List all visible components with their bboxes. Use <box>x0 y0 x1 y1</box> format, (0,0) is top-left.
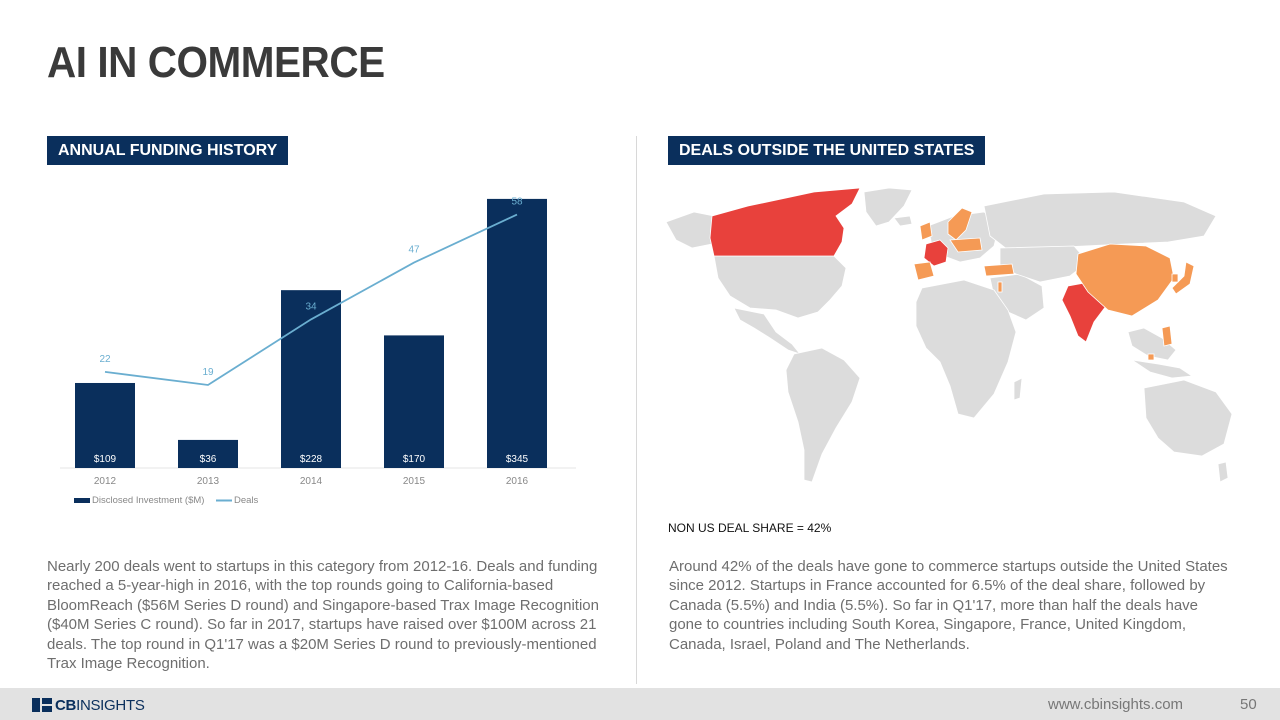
usa-shape <box>713 255 847 319</box>
bar-2016 <box>487 198 547 468</box>
bar-label-2014: $228 <box>300 454 323 465</box>
greenland-shape <box>863 187 913 227</box>
spain-shape <box>913 261 935 281</box>
footer: CBINSIGHTS www.cbinsights.com 50 <box>0 688 1280 720</box>
southeast-asia-shape <box>1127 327 1177 361</box>
cb-insights-logo[interactable]: CBINSIGHTS <box>32 696 145 714</box>
tick-label-2013: 2013 <box>197 476 220 487</box>
legend-investment-label: Disclosed Investment ($M) <box>92 495 204 506</box>
legend-deals-label: Deals <box>234 495 259 506</box>
tick-label-2015: 2015 <box>403 476 426 487</box>
world-map-svg <box>665 187 1233 483</box>
deals-label-2016: 58 <box>511 197 523 208</box>
poland-region-shape <box>949 237 983 253</box>
uk-shape <box>919 221 933 241</box>
singapore-shape <box>1147 353 1155 361</box>
china-shape <box>1075 243 1175 317</box>
bar-label-2016: $345 <box>506 454 529 465</box>
australia-shape <box>1143 379 1233 457</box>
world-map <box>664 182 1236 492</box>
deals-label-2012: 22 <box>99 354 111 365</box>
bar-2014 <box>281 290 341 468</box>
deals-label-2014: 34 <box>305 301 317 312</box>
page-number: 50 <box>1240 696 1257 713</box>
bar-label-2015: $170 <box>403 454 426 465</box>
funding-paragraph: Nearly 200 deals went to startups in thi… <box>47 558 599 673</box>
logo-text-bold: CB <box>55 696 77 714</box>
bar-2012 <box>75 382 135 468</box>
africa-shape <box>915 279 1017 419</box>
madagascar-shape <box>1013 377 1023 401</box>
philippines-shape <box>1161 325 1173 347</box>
non-us-deal-share: NON US DEAL SHARE = 42% <box>668 521 832 535</box>
logo-text-thin: INSIGHTS <box>76 696 145 714</box>
bar-label-2012: $109 <box>94 454 117 465</box>
page-title: AI IN COMMERCE <box>47 38 385 87</box>
deals-outside-us-header: DEALS OUTSIDE THE UNITED STATES <box>668 136 986 165</box>
alaska-shape <box>665 211 715 249</box>
logo-text: CBINSIGHTS <box>55 697 145 714</box>
south-america-shape <box>785 347 861 483</box>
cb-insights-logo-icon <box>32 698 52 712</box>
canada-shape <box>709 187 861 257</box>
iceland-shape <box>893 215 913 227</box>
turkey-shape <box>983 263 1015 277</box>
bar-label-2013: $36 <box>200 454 217 465</box>
russia-shape <box>983 191 1217 251</box>
deals-line <box>104 213 518 386</box>
deals-paragraph: Around 42% of the deals have gone to com… <box>669 558 1228 653</box>
legend-investment-swatch <box>74 498 90 503</box>
funding-chart: $109 2012 $36 2013 $228 2014 $170 2015 $345 2016 2… <box>60 197 576 506</box>
scandinavia-shape <box>947 207 973 241</box>
funding-history-header: ANNUAL FUNDING HISTORY <box>47 136 289 165</box>
deals-label-2013: 19 <box>202 367 214 378</box>
south-korea-shape <box>1171 273 1179 283</box>
deals-label-2015: 47 <box>408 245 420 256</box>
new-zealand-shape <box>1217 461 1229 483</box>
tick-label-2012: 2012 <box>94 476 117 487</box>
bar-2015 <box>384 335 444 468</box>
israel-shape <box>997 281 1003 293</box>
japan-shape <box>1171 261 1195 295</box>
footer-url[interactable]: www.cbinsights.com <box>1048 696 1184 713</box>
tick-label-2016: 2016 <box>506 476 529 487</box>
tick-label-2014: 2014 <box>300 476 323 487</box>
france-shape <box>923 239 949 267</box>
indonesia-shape <box>1131 359 1194 379</box>
bar-2013 <box>178 439 238 468</box>
mexico-central-america-shape <box>733 307 802 355</box>
column-divider <box>636 136 637 684</box>
